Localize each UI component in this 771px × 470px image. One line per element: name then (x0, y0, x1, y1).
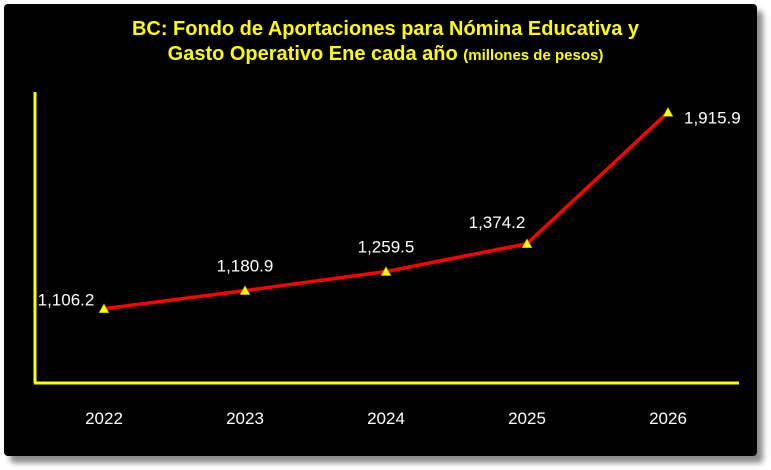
x-tick-2025: 2025 (508, 409, 546, 428)
chart-frame (4, 4, 757, 456)
marker-2026 (662, 106, 674, 117)
x-tick-2023: 2023 (226, 409, 264, 428)
data-label-2026: 1,915.9 (684, 108, 741, 127)
x-tick-2024: 2024 (367, 409, 405, 428)
chart-title-line-1: BC: Fondo de Aportaciones para Nómina Ed… (131, 18, 640, 40)
data-label-2022: 1,106.2 (38, 291, 95, 310)
chart-title-main: Gasto Operativo Ene cada año (167, 43, 458, 65)
data-labels: 1,106.2 1,180.9 1,259.5 1,374.2 1,915.9 (38, 108, 741, 309)
series-line (103, 111, 670, 311)
x-tick-2026: 2026 (649, 409, 687, 428)
chart-title-units: (millones de pesos) (463, 47, 604, 64)
data-label-2023: 1,180.9 (217, 257, 274, 276)
marker-2023 (239, 285, 251, 295)
chart-title: BC: Fondo de Aportaciones para Nómina Ed… (0, 17, 771, 68)
x-tick-labels: 2022 2023 2024 2025 2026 (85, 409, 687, 428)
marker-2025 (521, 238, 533, 249)
marker-2024 (380, 265, 392, 276)
data-label-2024: 1,259.5 (358, 238, 415, 257)
x-tick-2022: 2022 (85, 409, 123, 428)
chart-title-line-2: Gasto Operativo Ene cada año (millones d… (0, 42, 771, 68)
data-label-2025: 1,374.2 (469, 213, 526, 232)
marker-2022 (98, 303, 110, 314)
series-markers (98, 106, 674, 314)
